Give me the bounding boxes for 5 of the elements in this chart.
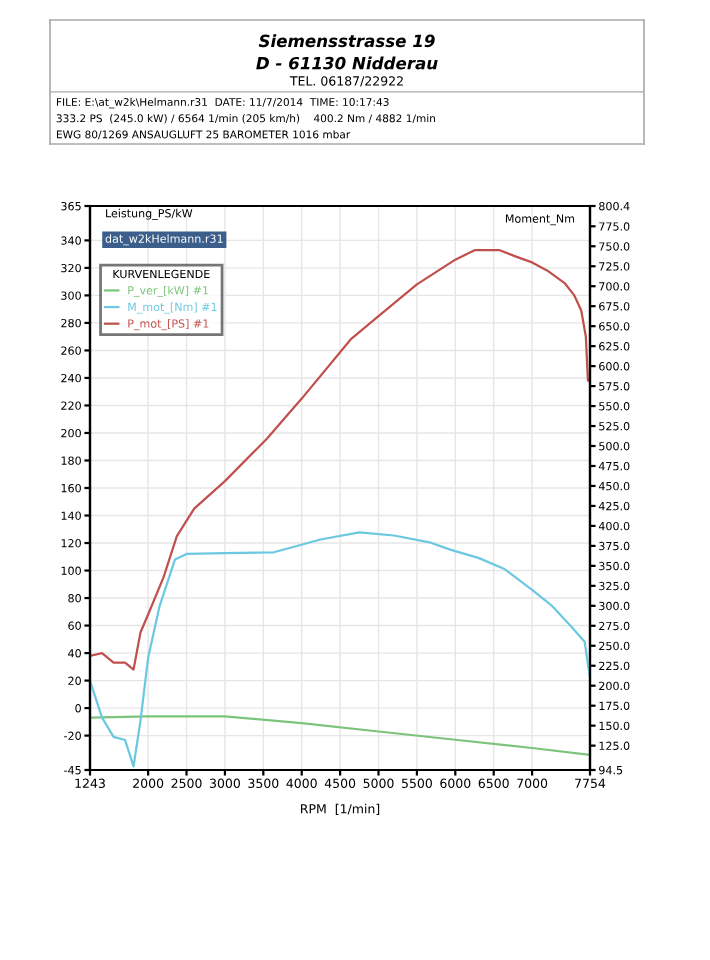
text: Siemensstrasse 19 — [258, 34, 435, 48]
line-series — [90, 715, 590, 756]
line-series — [90, 248, 590, 671]
line-series — [90, 531, 590, 768]
text: D - 61130 Nidderau — [256, 56, 438, 70]
